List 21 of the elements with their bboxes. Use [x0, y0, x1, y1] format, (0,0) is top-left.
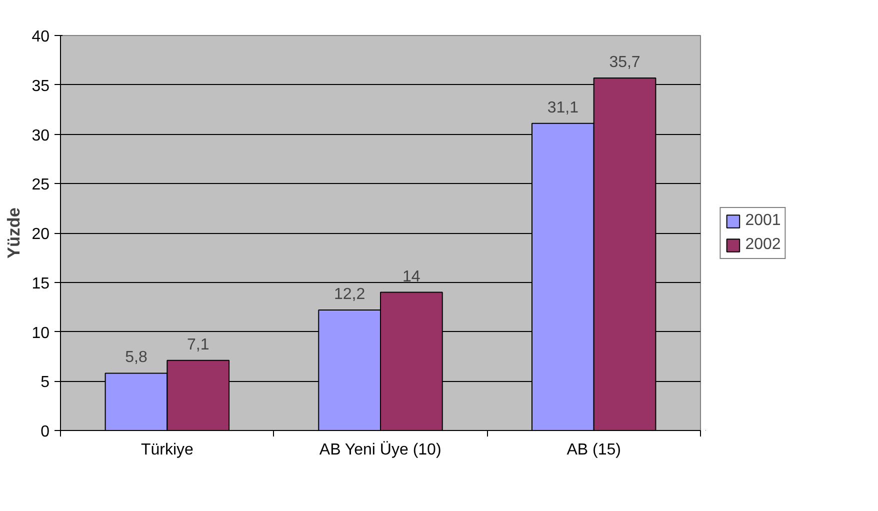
x-tick-label: AB (15) — [566, 442, 621, 458]
y-axis-title: Yüzde — [4, 207, 24, 259]
data-label: 7,1 — [186, 336, 210, 354]
y-tick-label: 10 — [32, 324, 50, 342]
data-label: 12,2 — [334, 286, 366, 304]
y-tick-label: 15 — [32, 275, 50, 292]
y-tick-label: 0 — [40, 424, 50, 440]
y-tick-label: 20 — [32, 226, 50, 243]
data-label: 31,1 — [547, 99, 579, 116]
y-tick-label: 5 — [40, 374, 50, 392]
x-tick-label: AB Yeni Üye (10) — [319, 440, 442, 458]
legend-label: 2001 — [745, 212, 781, 230]
data-label: 5,8 — [125, 349, 148, 366]
y-tick-label: 30 — [32, 127, 50, 144]
data-label: 35,7 — [609, 54, 640, 71]
data-label: 14 — [402, 268, 420, 286]
y-tick-label: 40 — [32, 28, 50, 46]
x-tick-label: Türkiye — [140, 442, 194, 458]
y-tick-label: 35 — [32, 78, 50, 95]
y-tick-label: 25 — [32, 176, 50, 194]
legend-label: 2002 — [745, 236, 781, 254]
